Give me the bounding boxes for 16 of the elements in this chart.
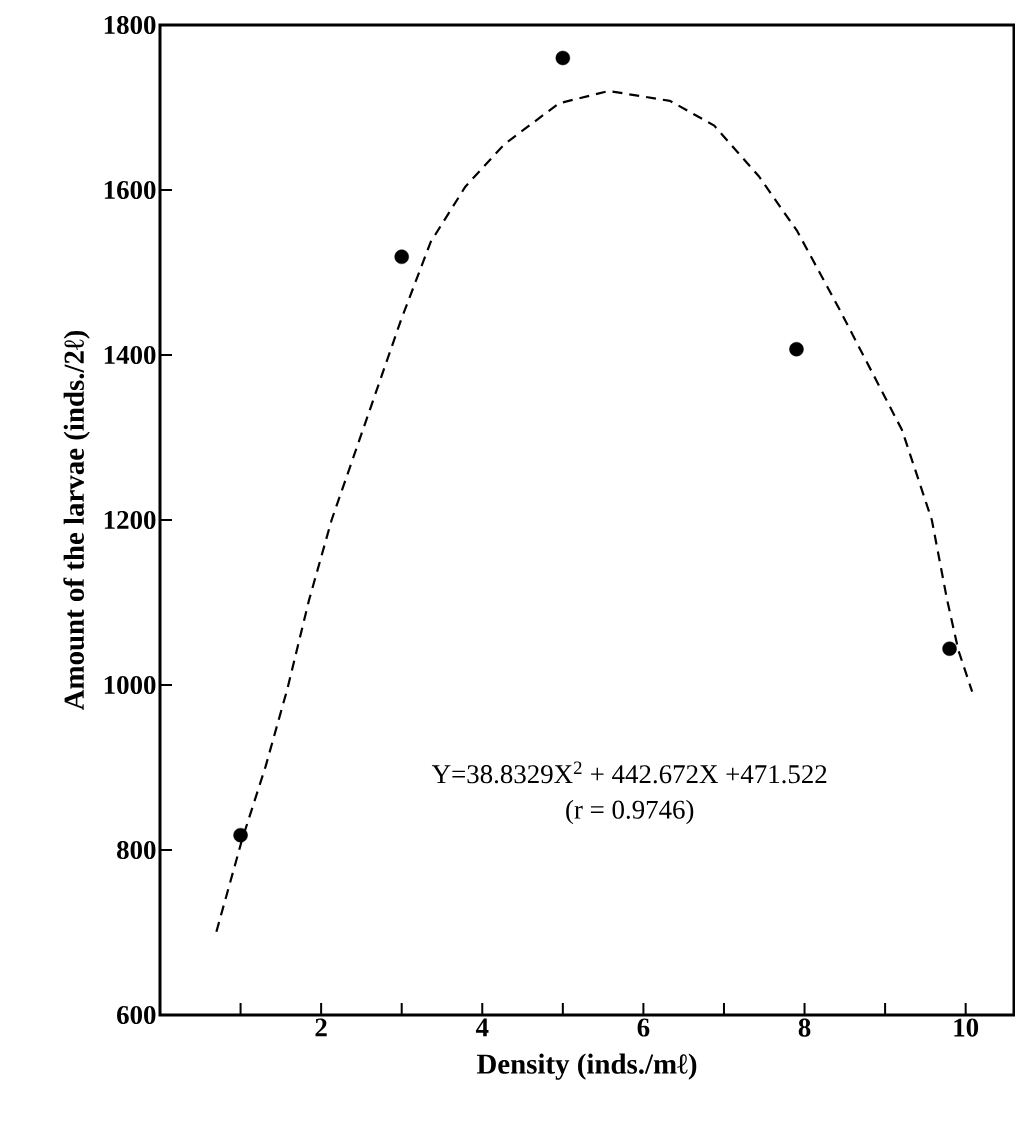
- x-tick-label: 8: [798, 1018, 811, 1037]
- y-tick-label: 1600: [104, 180, 156, 200]
- x-tick-label: 4: [475, 1018, 489, 1037]
- y-tick-label: 1400: [104, 345, 156, 365]
- x-tick-label: 10: [954, 1018, 979, 1037]
- x-tick-label: 2: [315, 1018, 327, 1037]
- annotation: (r = 0.9746): [566, 799, 694, 825]
- y-tick-label: 800: [117, 840, 156, 860]
- y-tick-label: 1800: [104, 15, 156, 35]
- x-tick-label: 6: [637, 1018, 650, 1037]
- y-tick-label: 600: [117, 1005, 156, 1025]
- y-tick-label: 1000: [104, 675, 156, 695]
- y-axis-title: Amount of the larvae (inds./2ℓ): [63, 330, 90, 711]
- y-tick-label: 1200: [104, 510, 156, 530]
- x-axis-title: Density (inds./mℓ): [476, 1053, 697, 1080]
- annotation: Y=38.8329X$^{2}$ + 442.672X +471.522: [431, 761, 827, 784]
